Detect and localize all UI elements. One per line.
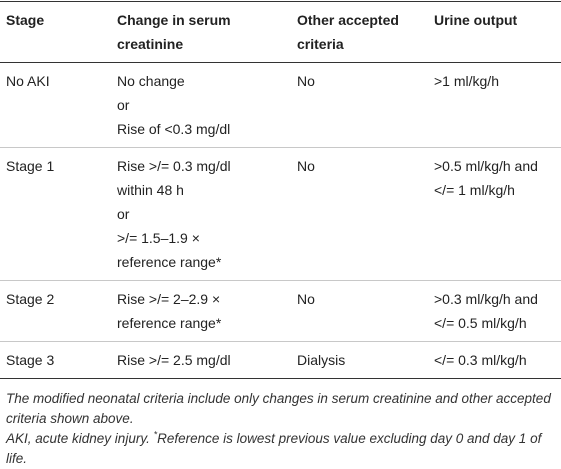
- header-cell: Change in serum creatinine: [111, 2, 291, 63]
- header-text: Other accepted criteria: [297, 12, 399, 52]
- cell-line: Rise of <0.3 mg/dl: [117, 121, 231, 137]
- footnote: AKI, acute kidney injury. *Reference is …: [6, 429, 557, 469]
- cell-line: or: [117, 97, 130, 113]
- cell-line: or: [117, 206, 130, 222]
- footnote: The modified neonatal criteria include o…: [6, 391, 551, 426]
- header-cell: Urine output: [428, 2, 561, 63]
- table-body: No AKI No change or Rise of <0.3 mg/dl No >1 …: [0, 63, 561, 379]
- cell-line: >0.3 ml/kg/h and: [434, 291, 538, 307]
- cell-line: >/= 1.5–1.9 ×: [117, 230, 200, 246]
- table-cell: Rise >/= 2–2.9 × reference range*: [111, 281, 291, 342]
- cell-line: No: [297, 158, 315, 174]
- table-cell: Stage 1: [0, 148, 111, 281]
- table-cell: No: [291, 148, 428, 281]
- cell-line: No change: [117, 73, 185, 89]
- cell-line: Rise >/= 2–2.9 ×: [117, 291, 221, 307]
- table-row: No AKI No change or Rise of <0.3 mg/dl No >1 …: [0, 63, 561, 148]
- cell-line: Stage 1: [6, 158, 55, 174]
- header-text: Stage: [6, 12, 45, 28]
- table-cell: No: [291, 281, 428, 342]
- cell-line: Rise >/= 0.3 mg/dl: [117, 158, 231, 174]
- cell-line: >1 ml/kg/h: [434, 73, 499, 89]
- cell-line: No: [297, 291, 315, 307]
- cell-line: >0.5 ml/kg/h and: [434, 158, 538, 174]
- table-row: Stage 3 Rise >/= 2.5 mg/dl Dialysis </= 0.3…: [0, 342, 561, 379]
- cell-line: </= 0.3 ml/kg/h: [434, 352, 527, 368]
- table-row: Stage 1 Rise >/= 0.3 mg/dl within 48 h or >/…: [0, 148, 561, 281]
- header-text: Change in serum creatinine: [117, 12, 231, 52]
- cell-line: within 48 h: [117, 182, 184, 198]
- cell-line: Rise >/= 2.5 mg/dl: [117, 352, 231, 368]
- table-row: Stage 2 Rise >/= 2–2.9 × reference range* N…: [0, 281, 561, 342]
- table-cell: No AKI: [0, 63, 111, 148]
- header-text: Urine output: [434, 12, 518, 28]
- header-cell: Other accepted criteria: [291, 2, 428, 63]
- cell-line: reference range*: [117, 254, 222, 270]
- criteria-table: Stage Change in serum creatinine Other acc…: [0, 1, 561, 379]
- table-cell: Stage 2: [0, 281, 111, 342]
- table-cell: >1 ml/kg/h: [428, 63, 561, 148]
- table-header: Stage Change in serum creatinine Other acc…: [0, 1, 561, 63]
- table-cell: No change or Rise of <0.3 mg/dl: [111, 63, 291, 148]
- footnotes: The modified neonatal criteria include o…: [0, 379, 561, 469]
- header-row: Stage Change in serum creatinine Other acc…: [0, 1, 561, 63]
- footnote-marker: *: [153, 429, 158, 440]
- cell-line: Stage 2: [6, 291, 55, 307]
- table-cell: Stage 3: [0, 342, 111, 379]
- cell-line: No AKI: [6, 73, 50, 89]
- cell-line: Stage 3: [6, 352, 55, 368]
- table-cell: >0.3 ml/kg/h and </= 0.5 ml/kg/h: [428, 281, 561, 342]
- footnote-text: AKI, acute kidney injury.: [6, 431, 154, 446]
- cell-line: </= 1 ml/kg/h: [434, 182, 515, 198]
- header-cell: Stage: [0, 2, 111, 63]
- cell-line: Dialysis: [297, 352, 346, 368]
- table-cell: Dialysis: [291, 342, 428, 379]
- table-cell: >0.5 ml/kg/h and </= 1 ml/kg/h: [428, 148, 561, 281]
- table-cell: Rise >/= 2.5 mg/dl: [111, 342, 291, 379]
- table-cell: No: [291, 63, 428, 148]
- table-cell: Rise >/= 0.3 mg/dl within 48 h or >/= 1.5–1…: [111, 148, 291, 281]
- cell-line: No: [297, 73, 315, 89]
- table-cell: </= 0.3 ml/kg/h: [428, 342, 561, 379]
- cell-line: reference range*: [117, 315, 222, 331]
- cell-line: </= 0.5 ml/kg/h: [434, 315, 527, 331]
